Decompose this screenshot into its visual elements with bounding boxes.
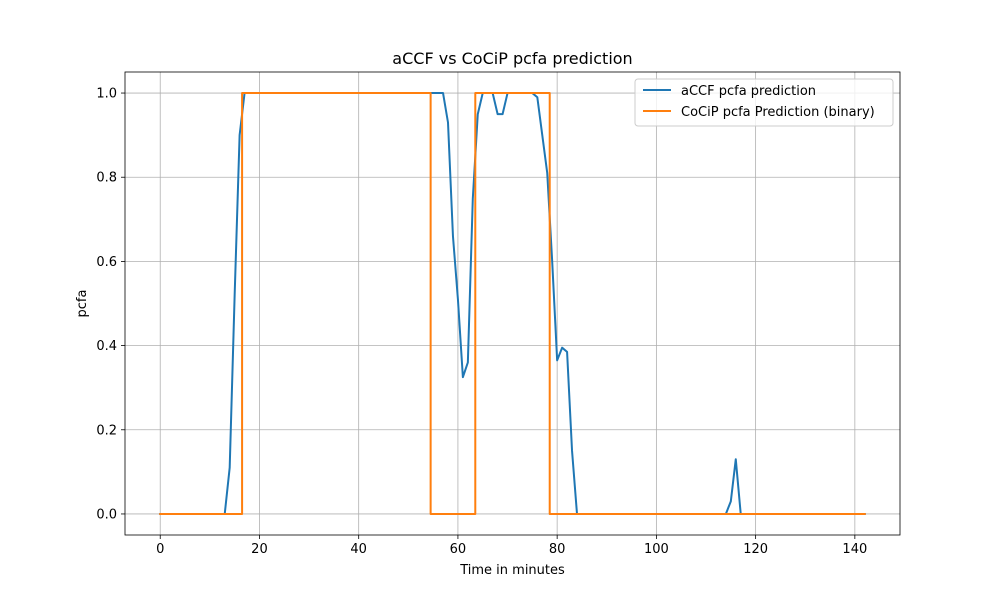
y-tick-label: 0.6 [96,255,117,270]
x-axis-label: Time in minutes [459,563,565,578]
x-tick-label: 40 [350,542,367,557]
series-line-1 [159,92,866,515]
y-tick-label: 1.0 [96,87,117,102]
y-tick-label: 0.0 [96,507,117,522]
x-tick-label: 80 [549,542,566,557]
y-axis-label: pcfa [75,290,90,318]
y-tick-label: 0.4 [96,339,117,354]
legend-label-accf: aCCF pcfa prediction [681,84,816,99]
ticks: 0 20 40 60 80 100 120 140 0.0 0.2 0.4 0.6 0.8 1.0 [96,87,867,557]
chart-title: aCCF vs CoCiP pcfa prediction [392,49,632,68]
y-tick-label: 0.8 [96,171,117,186]
x-tick-label: 140 [842,542,867,557]
x-tick-label: 120 [743,542,768,557]
legend: aCCF pcfa prediction CoCiP pcfa Predicti… [634,78,894,127]
series-layer [159,92,866,515]
y-tick-label: 0.2 [96,423,117,438]
plot-frame [124,71,901,536]
x-tick-label: 0 [156,542,164,557]
x-tick-label: 20 [251,542,268,557]
legend-box [634,78,894,127]
x-tick-label: 60 [450,542,467,557]
x-tick-label: 100 [644,542,669,557]
legend-label-cocip: CoCiP pcfa Prediction (binary) [681,105,875,120]
